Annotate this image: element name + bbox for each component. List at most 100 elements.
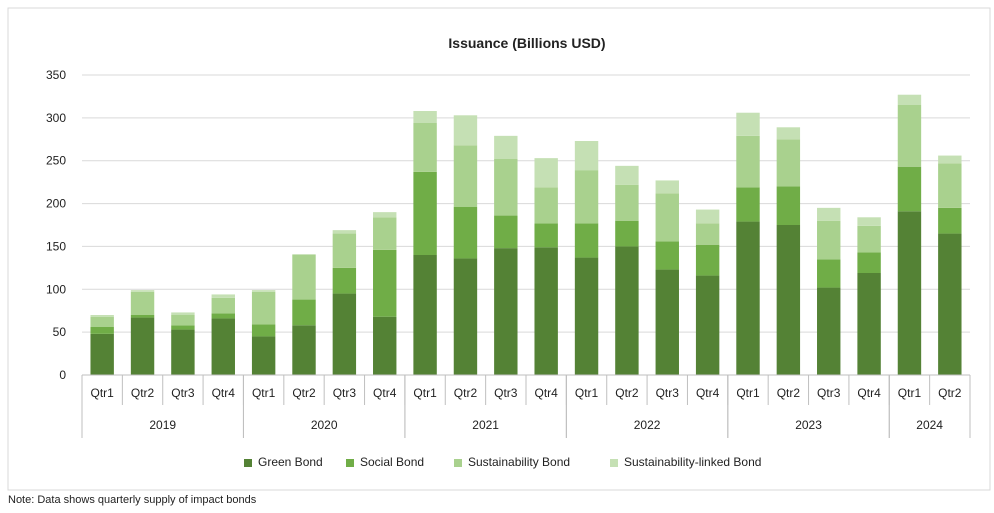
x-tick-label: Qtr3 <box>333 386 357 400</box>
bar-segment-green-bond <box>413 255 437 375</box>
x-tick-label: Qtr1 <box>252 386 276 400</box>
x-tick-label: Qtr4 <box>696 386 720 400</box>
bar-segment-sustainability-linked-bond <box>574 141 599 171</box>
bar-segment-green-bond <box>453 258 478 375</box>
bar-segment-sustainability-bond <box>574 170 599 224</box>
x-tick-label: Qtr1 <box>736 386 760 400</box>
bar-segment-sustainability-linked-bond <box>494 135 518 159</box>
x-axis: Qtr1 Qtr2 Qtr3 Qtr4 Qtr1 Qtr2 Qtr3 Qtr4 Qtr1 Qtr2… <box>81 374 971 438</box>
y-tick-label: 350 <box>46 68 66 82</box>
bar-segment-social-bond <box>938 207 962 234</box>
bar-segment-sustainability-linked-bond <box>615 165 639 185</box>
bar-segment-social-bond <box>211 313 235 319</box>
bar-segment-social-bond <box>494 215 518 249</box>
legend-swatch <box>610 459 618 467</box>
bar-segment-sustainability-bond <box>534 187 558 224</box>
bar-segment-social-bond <box>615 220 639 247</box>
bar-segment-green-bond <box>776 225 801 375</box>
bar-segment-social-bond <box>897 166 922 212</box>
x-tick-label: Qtr4 <box>373 386 397 400</box>
bar-segment-green-bond <box>897 211 922 375</box>
bar-segment-sustainability-linked-bond <box>857 217 881 226</box>
x-tick-label: Qtr2 <box>454 386 478 400</box>
bar-segment-sustainability-linked-bond <box>292 254 316 255</box>
legend-swatch <box>244 459 252 467</box>
bar-segment-green-bond <box>251 336 276 375</box>
x-group-label: 2019 <box>149 418 176 432</box>
bar-segment-social-bond <box>453 207 478 259</box>
bar-segment-sustainability-bond <box>171 315 195 326</box>
bar-segment-sustainability-bond <box>655 193 679 242</box>
bar-segment-sustainability-bond <box>413 123 437 172</box>
bar-segment-sustainability-bond <box>90 316 114 327</box>
bar-segment-sustainability-linked-bond <box>534 158 558 188</box>
bar-segment-sustainability-linked-bond <box>251 290 276 292</box>
bar-segment-green-bond <box>130 317 155 375</box>
bar-segment-sustainability-bond <box>211 297 235 314</box>
x-tick-label: Qtr3 <box>656 386 680 400</box>
x-tick-label: Qtr2 <box>615 386 639 400</box>
x-tick-label: Qtr2 <box>938 386 962 400</box>
x-group-label: 2023 <box>795 418 822 432</box>
bar-segment-sustainability-linked-bond <box>373 212 397 218</box>
legend-label: Sustainability-linked Bond <box>624 455 761 469</box>
bar-segment-green-bond <box>574 257 599 375</box>
legend: Green Bond Social Bond Sustainability Bond… <box>244 455 761 469</box>
y-tick-label: 250 <box>46 154 66 168</box>
bar-segment-sustainability-linked-bond <box>655 180 679 194</box>
bar-segment-sustainability-bond <box>494 159 518 216</box>
y-tick-label: 100 <box>46 282 66 296</box>
bar-segment-green-bond <box>292 325 316 375</box>
chart-note: Note: Data shows quarterly supply of imp… <box>8 494 257 506</box>
bar-segment-green-bond <box>90 333 114 375</box>
bar-segment-social-bond <box>413 171 437 255</box>
bar-segment-social-bond <box>332 267 357 294</box>
bar-segment-sustainability-bond <box>938 163 962 208</box>
bar-segment-sustainability-linked-bond <box>453 115 478 146</box>
bar-segment-green-bond <box>857 273 881 375</box>
x-tick-label: Qtr3 <box>817 386 841 400</box>
bar-segment-green-bond <box>817 287 841 375</box>
bar-segment-sustainability-bond <box>130 291 155 315</box>
bar-segment-green-bond <box>695 275 720 375</box>
y-tick-label: 300 <box>46 111 66 125</box>
x-tick-label: Qtr4 <box>212 386 236 400</box>
bar-segment-sustainability-bond <box>615 184 639 221</box>
x-tick-label: Qtr1 <box>575 386 599 400</box>
y-axis-tick-labels: 0 50 100 150 200 250 300 350 <box>46 68 66 382</box>
bar-segment-sustainability-bond <box>251 291 276 325</box>
x-tick-label: Qtr4 <box>535 386 559 400</box>
bar-segment-sustainability-linked-bond <box>130 290 155 292</box>
bar-segment-social-bond <box>171 325 195 330</box>
bar-segment-social-bond <box>857 252 881 273</box>
bar-segment-sustainability-linked-bond <box>695 209 720 224</box>
bar-segment-green-bond <box>171 329 195 375</box>
bar-segment-social-bond <box>130 315 155 318</box>
legend-swatch <box>346 459 354 467</box>
x-group-label: 2022 <box>634 418 661 432</box>
legend-label: Sustainability Bond <box>468 455 570 469</box>
x-tick-label: Qtr2 <box>131 386 155 400</box>
x-group-label: 2021 <box>472 418 499 432</box>
bar-segment-sustainability-bond <box>332 233 357 268</box>
bar-segment-sustainability-linked-bond <box>332 230 357 234</box>
x-group-label: 2024 <box>916 418 943 432</box>
x-tick-label: Qtr1 <box>413 386 437 400</box>
bar-segment-green-bond <box>655 269 679 375</box>
chart-title: Issuance (Billions USD) <box>448 35 605 51</box>
bar-segment-green-bond <box>332 293 357 375</box>
legend-label: Green Bond <box>258 455 323 469</box>
bar-segment-social-bond <box>695 244 720 276</box>
bar-segment-sustainability-bond <box>373 217 397 250</box>
bar-segment-social-bond <box>736 187 760 222</box>
bar-segment-social-bond <box>292 299 316 326</box>
bar-segment-social-bond <box>90 327 114 334</box>
bar-segment-sustainability-bond <box>695 223 720 245</box>
bar-segment-sustainability-bond <box>736 135 760 188</box>
bar-segment-social-bond <box>655 241 679 270</box>
bar-segment-green-bond <box>736 221 760 375</box>
bar-segment-sustainability-linked-bond <box>413 111 437 123</box>
bar-segment-social-bond <box>251 324 276 337</box>
y-tick-label: 200 <box>46 197 66 211</box>
bar-segment-sustainability-bond <box>776 139 801 187</box>
